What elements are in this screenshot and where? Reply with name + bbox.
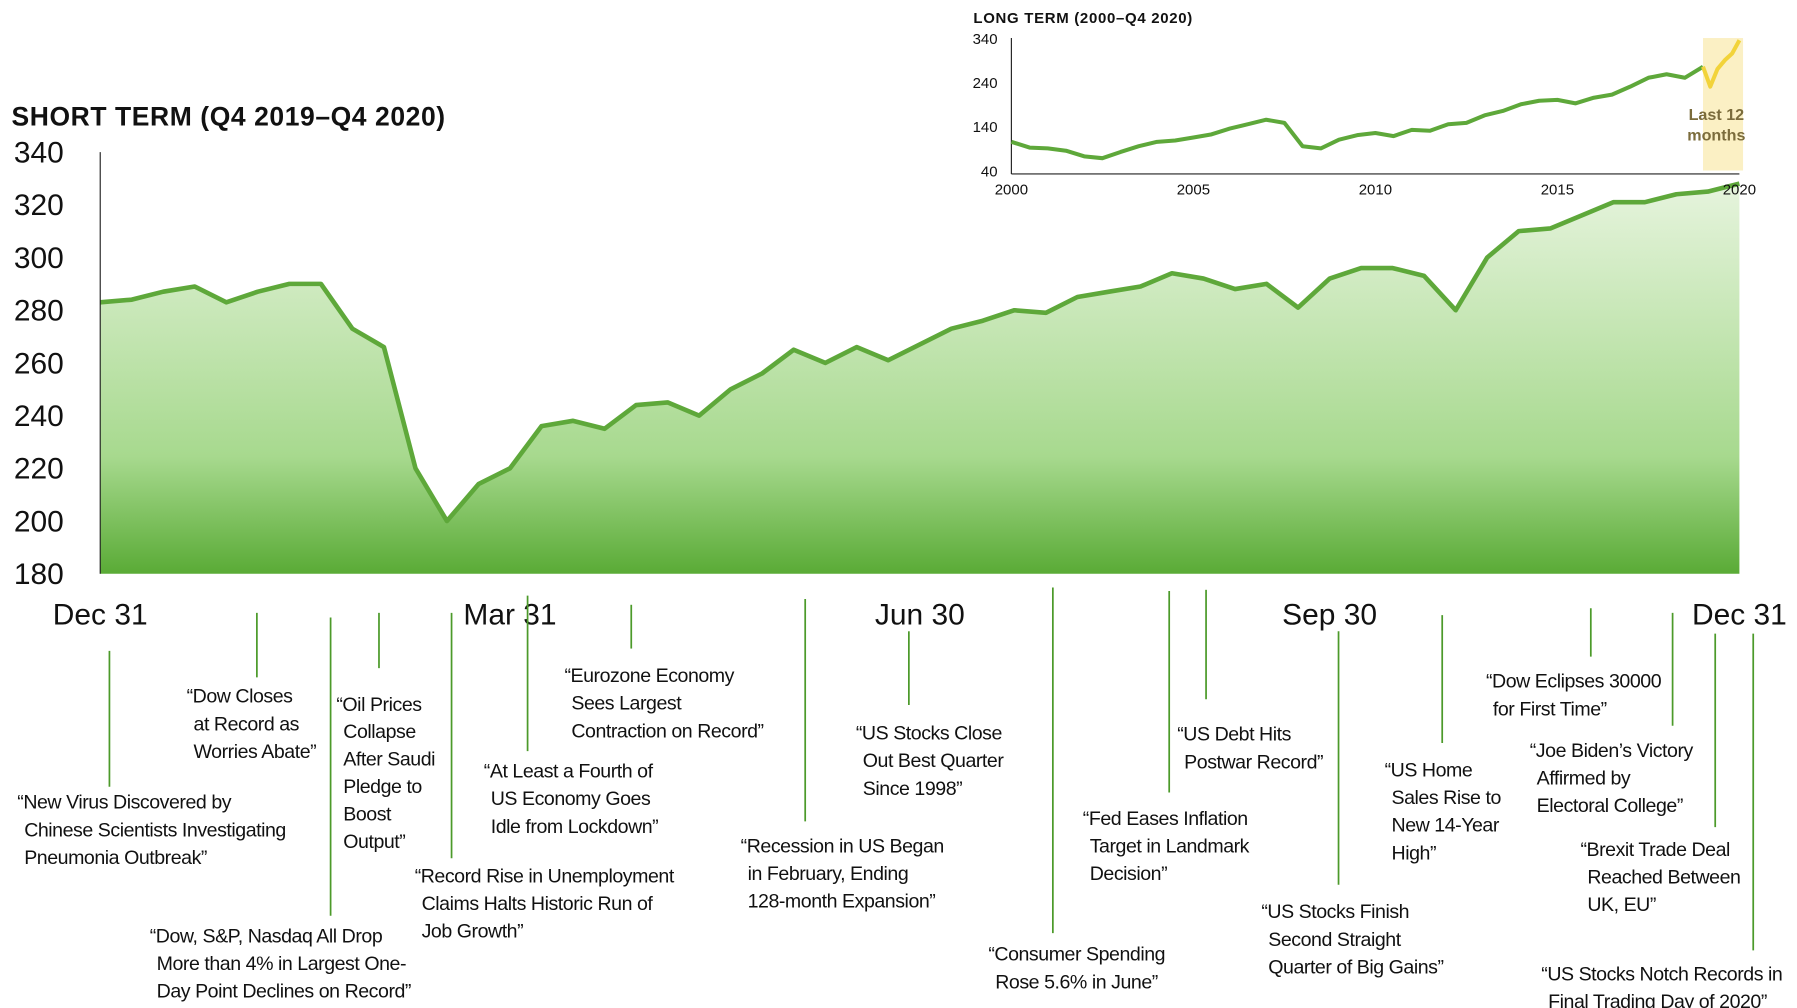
inset-title: LONG TERM (2000–Q4 2020) [973,10,1193,27]
annotation: “Dow Eclipses 30000 [1486,671,1662,693]
y-tick-label: 320 [14,189,64,222]
x-tick-label: Mar 31 [463,598,556,631]
annotation: “At Least a Fourth of [484,761,654,783]
y-tick-label: 180 [14,558,64,591]
x-tick-label: 2005 [1177,182,1210,199]
annotation: “Oil Prices [336,694,422,716]
x-tick-label: Jun 30 [875,598,965,631]
annotation: Worries Abate” [194,741,317,763]
annotation: Pledge to [343,776,422,798]
annotation: “Recession in US Began [741,835,944,857]
annotation: “US Home [1385,759,1473,781]
y-tick-label: 40 [981,163,998,180]
chart-title: SHORT TERM (Q4 2019–Q4 2020) [12,102,446,132]
annotation: for First Time” [1493,698,1607,720]
annotation: Second Straight [1268,929,1401,951]
y-tick-label: 340 [14,136,64,169]
annotation: “New Virus Discovered by [17,792,231,814]
annotation: Last 12 [1689,106,1745,124]
x-tick-label: Dec 31 [53,598,148,631]
line [100,181,1740,524]
annotation: “Dow, S&P, Nasdaq All Drop [150,925,383,947]
highlight-band [1703,38,1744,171]
annotation: Idle from Lockdown” [491,816,659,838]
annotation: After Saudi [343,749,435,771]
annotation: More than 4% in Largest One- [157,953,406,975]
annotation: “Brexit Trade Deal [1580,839,1730,861]
annotation: “Record Rise in Unemployment [415,865,675,887]
annotation: UK, EU” [1587,894,1656,916]
annotation: Sees Largest [571,693,682,715]
annotation: Claims Halts Historic Run of [422,893,654,915]
annotation: “Dow Closes [187,686,294,708]
annotation: “US Stocks Notch Records in [1541,963,1782,985]
annotation: Decision” [1090,863,1167,885]
x-tick-label: 2020 [1723,182,1756,199]
annotation: Output” [343,831,405,853]
y-tick-label: 240 [14,400,64,433]
x-tick-label: 2010 [1359,182,1392,199]
annotation: “Joe Biden’s Victory [1530,740,1694,762]
annotation: “Fed Eases Inflation [1083,808,1248,830]
annotation: Final Trading Day of 2020” [1548,991,1767,1008]
annotation: “US Debt Hits [1177,724,1291,746]
annotation: Postwar Record” [1184,751,1323,773]
line [1010,65,1705,161]
annotation: Quarter of Big Gains” [1268,956,1443,978]
line [1701,39,1742,89]
annotation: “US Stocks Finish [1261,901,1409,923]
x-tick-label: Sep 30 [1282,598,1377,631]
annotation: Target in Landmark [1090,835,1250,857]
annotation: in February, Ending [748,863,909,885]
annotation: High” [1392,842,1436,864]
annotation: Job Growth” [422,921,524,943]
annotation: Pneumonia Outbreak” [24,847,207,869]
annotation: at Record as [194,713,300,735]
y-tick-label: 260 [14,347,64,380]
annotation: “US Stocks Close [856,723,1003,745]
annotation: Electoral College” [1537,795,1683,817]
annotation: 128-month Expansion” [748,891,936,913]
annotation: New 14-Year [1392,815,1500,837]
x-tick-label: 2015 [1541,182,1574,199]
annotation: “Consumer Spending [988,944,1165,966]
y-tick-label: 240 [973,75,998,92]
annotation: Contraction on Record” [571,720,763,742]
x-tick-label: Dec 31 [1692,598,1787,631]
annotation: “Eurozone Economy [564,665,734,687]
annotation: Chinese Scientists Investigating [24,819,286,841]
annotation: months [1687,127,1745,145]
annotation: Since 1998” [863,778,962,800]
y-tick-label: 220 [14,453,64,486]
annotation: Rose 5.6% in June” [995,971,1158,993]
y-tick-label: 200 [14,505,64,538]
annotation: US Economy Goes [491,788,651,810]
annotation: Reached Between [1587,867,1740,889]
y-tick-label: 280 [14,295,64,328]
x-tick-label: 2000 [995,182,1028,199]
annotation: Boost [343,803,392,825]
annotation: Out Best Quarter [863,750,1005,772]
annotation: Affirmed by [1537,767,1631,789]
y-tick-label: 340 [973,31,998,48]
annotation: Sales Rise to [1392,787,1502,809]
area [100,183,1740,574]
y-tick-label: 140 [973,119,998,136]
annotation: Day Point Declines on Record” [157,981,411,1003]
annotation: Collapse [343,721,416,743]
y-tick-label: 300 [14,242,64,275]
